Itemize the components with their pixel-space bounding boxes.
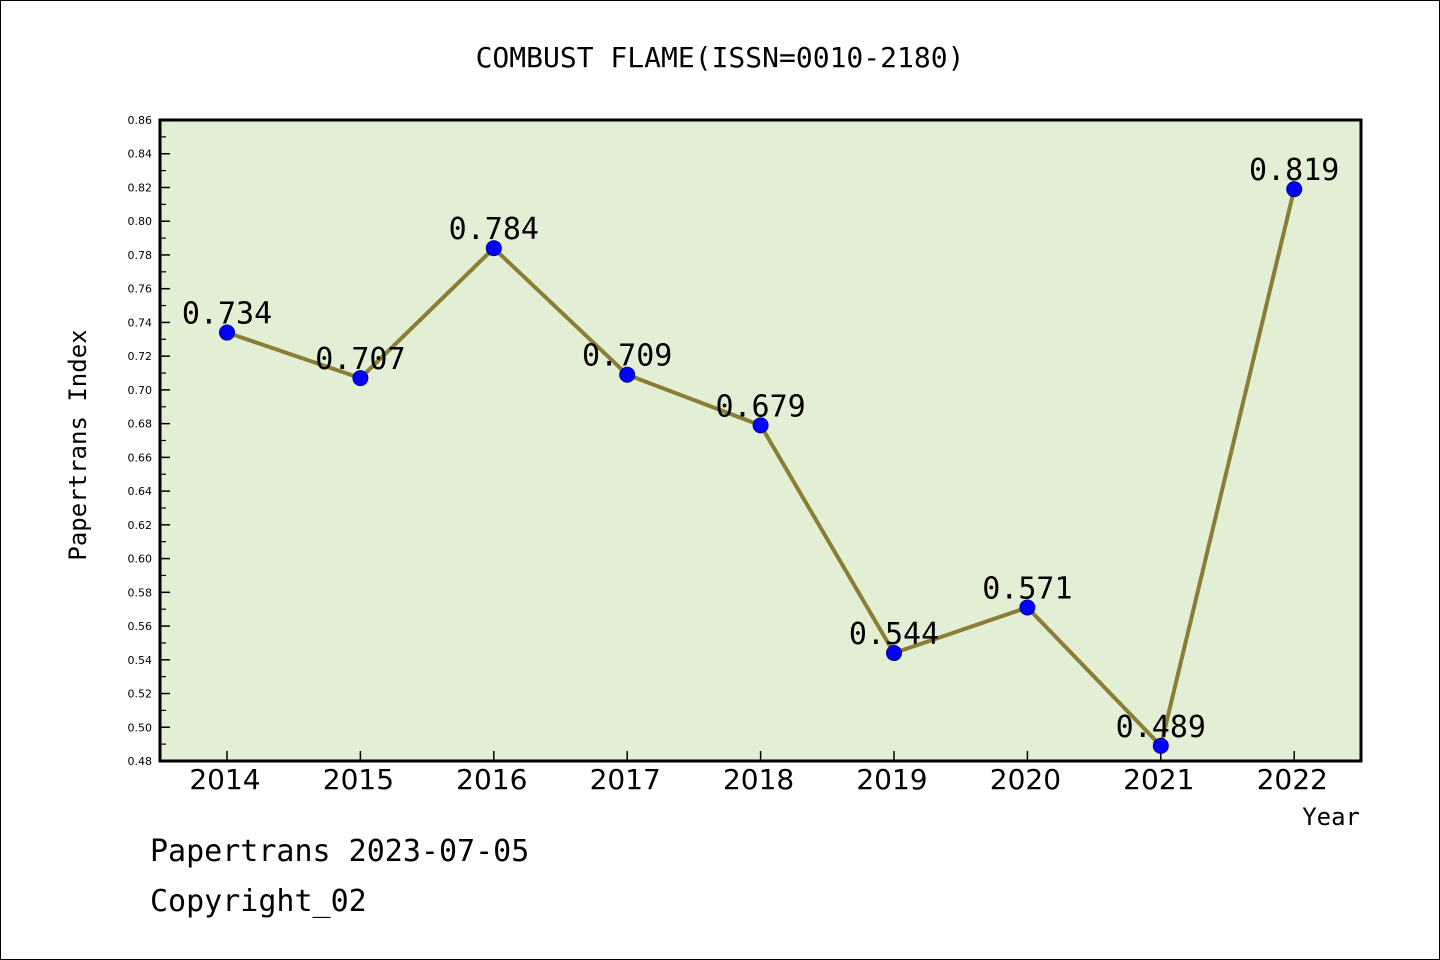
y-tick-label: 0.66 — [128, 451, 153, 464]
data-point — [352, 370, 369, 387]
y-tick-label: 0.48 — [128, 755, 153, 768]
x-axis-label: Year — [1302, 803, 1360, 831]
y-tick-label: 0.86 — [128, 114, 153, 127]
y-tick-label: 0.74 — [128, 316, 153, 329]
data-label: 0.819 — [1249, 153, 1339, 188]
y-tick-label: 0.62 — [128, 519, 153, 532]
data-label: 0.679 — [715, 389, 805, 424]
y-tick-label: 0.76 — [128, 283, 153, 296]
y-tick-label: 0.78 — [128, 249, 153, 262]
y-tick-label: 0.68 — [128, 418, 153, 431]
data-point — [485, 240, 502, 257]
data-point — [619, 366, 636, 383]
y-tick-label: 0.56 — [128, 620, 153, 633]
data-label: 0.784 — [449, 212, 539, 247]
data-label: 0.489 — [1116, 710, 1206, 745]
y-tick-label: 0.82 — [128, 181, 153, 194]
y-axis-label: Papertrans Index — [64, 329, 92, 560]
x-tick-label: 2022 — [1257, 763, 1328, 796]
data-label: 0.544 — [849, 617, 939, 652]
data-point — [752, 417, 769, 434]
y-tick-label: 0.52 — [128, 688, 153, 701]
footer-copyright: Copyright_02 — [150, 884, 367, 919]
x-tick-label: 2017 — [590, 763, 661, 796]
x-tick-label: 2014 — [189, 763, 260, 796]
series-line-group — [219, 181, 1303, 754]
x-tick-label: 2015 — [323, 763, 394, 796]
data-point — [1286, 181, 1303, 198]
data-point — [219, 324, 235, 341]
y-tick-label: 0.50 — [128, 721, 153, 734]
y-tick-label: 0.54 — [128, 654, 153, 667]
y-tick-label: 0.80 — [128, 215, 153, 228]
data-point — [886, 645, 902, 662]
x-tick-label: 2020 — [990, 763, 1061, 796]
x-tick-label: 2019 — [856, 763, 927, 796]
y-tick-label: 0.58 — [128, 586, 153, 599]
data-label: 0.707 — [315, 342, 405, 377]
y-tick-label: 0.70 — [128, 384, 153, 397]
data-point — [1019, 599, 1036, 616]
data-label: 0.709 — [582, 339, 672, 374]
y-tick-label: 0.64 — [128, 485, 153, 498]
data-labels: 0.734 0.707 0.784 0.709 0.679 0.544 0.571 0.489… — [182, 153, 1340, 745]
y-axis: 0.48 0.50 0.52 0.54 0.56 0.58 0.60 0.62 0.64 0.66… — [128, 114, 170, 768]
chart-title: COMBUST FLAME(ISSN=0010-2180) — [476, 41, 965, 74]
x-tick-label: 2018 — [723, 763, 794, 796]
data-label: 0.571 — [982, 571, 1072, 606]
x-tick-label: 2016 — [456, 763, 527, 796]
y-tick-label: 0.84 — [128, 148, 153, 161]
y-tick-label: 0.60 — [128, 553, 153, 566]
x-tick-label: 2021 — [1123, 763, 1194, 796]
footer-source: Papertrans 2023-07-05 — [150, 834, 530, 869]
plot-area — [158, 118, 1363, 763]
y-tick-label: 0.72 — [128, 350, 153, 363]
x-axis: 2014 2015 2016 2017 2018 2019 2020 2021 2022 — [189, 751, 1328, 796]
data-label: 0.734 — [182, 297, 272, 332]
data-point — [1152, 737, 1169, 754]
